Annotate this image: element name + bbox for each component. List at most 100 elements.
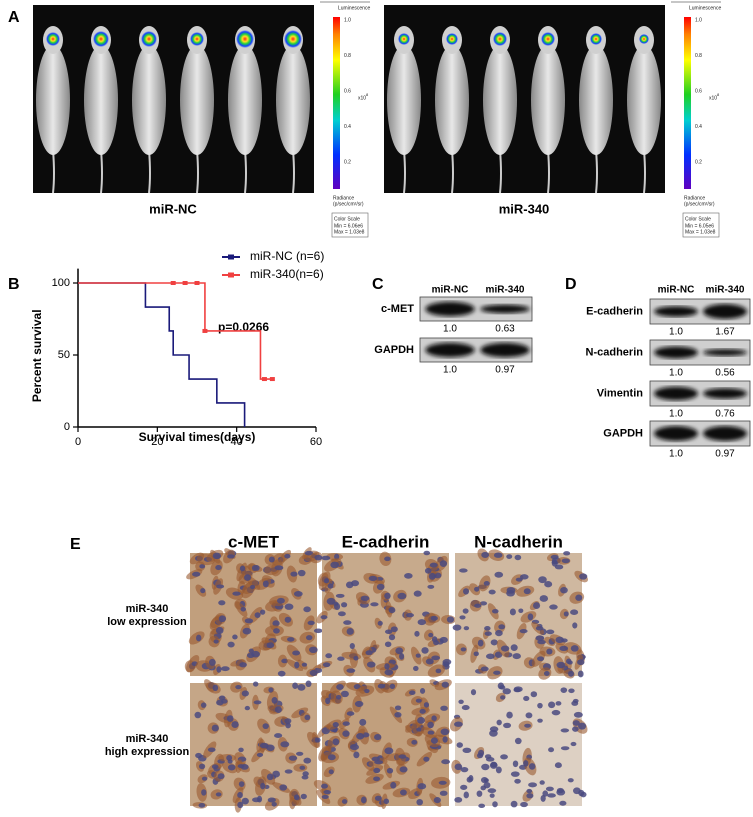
- nucleus: [199, 564, 206, 569]
- label: x10: [709, 95, 717, 101]
- nucleus: [423, 756, 430, 762]
- nucleus: [510, 644, 518, 651]
- censor-mark: [269, 377, 275, 382]
- blot-band: [480, 304, 530, 314]
- nucleus: [510, 771, 520, 777]
- nucleus: [526, 793, 534, 799]
- nucleus: [353, 655, 359, 661]
- nucleus: [399, 653, 405, 660]
- nucleus: [431, 636, 438, 643]
- tumor-signal: [93, 31, 109, 47]
- nucleus: [566, 658, 572, 664]
- nucleus: [476, 752, 484, 759]
- nucleus: [514, 778, 521, 784]
- nucleus: [559, 645, 569, 652]
- label: 1.0: [443, 365, 457, 376]
- label: 0.6: [344, 88, 351, 94]
- blot-band: [654, 426, 698, 441]
- nucleus: [428, 632, 434, 638]
- label: Max = 1.03e8: [685, 229, 716, 235]
- nucleus: [323, 789, 332, 795]
- label: Radiance: [684, 195, 705, 201]
- label: 0.6: [695, 88, 702, 94]
- blot-band: [480, 342, 530, 358]
- nucleus: [544, 581, 553, 588]
- label: 1.0: [669, 368, 683, 379]
- nucleus: [192, 571, 201, 577]
- label: c-MET: [228, 532, 280, 551]
- label: miR-NC: [149, 201, 197, 216]
- nucleus: [430, 737, 438, 744]
- nucleus: [474, 586, 480, 592]
- nucleus: [334, 553, 340, 560]
- nucleus: [342, 721, 350, 726]
- label: E: [70, 536, 81, 553]
- nucleus: [308, 646, 318, 654]
- nucleus: [271, 801, 277, 807]
- nucleus: [302, 771, 309, 777]
- nucleus: [496, 719, 502, 726]
- nucleus: [349, 743, 359, 751]
- nucleus: [489, 761, 498, 769]
- label: 0.2: [344, 159, 351, 165]
- nucleus: [548, 701, 556, 709]
- nucleus: [365, 650, 373, 656]
- nucleus: [497, 682, 505, 690]
- nucleus: [539, 595, 549, 602]
- nucleus: [484, 631, 492, 636]
- label: 0.97: [495, 365, 515, 376]
- nucleus: [570, 741, 577, 747]
- nucleus: [288, 755, 298, 761]
- nucleus: [303, 757, 312, 764]
- nucleus: [272, 620, 280, 627]
- nucleus: [560, 746, 570, 751]
- nucleus: [567, 778, 574, 783]
- label: 8: [366, 92, 369, 97]
- nucleus: [462, 747, 472, 753]
- nucleus: [330, 561, 340, 569]
- nucleus: [570, 609, 579, 615]
- nucleus: [483, 580, 490, 586]
- nucleus: [454, 797, 463, 803]
- nucleus: [399, 766, 408, 773]
- nucleus: [571, 700, 579, 706]
- nucleus: [537, 702, 543, 709]
- nucleus: [215, 627, 224, 634]
- nucleus: [321, 794, 329, 799]
- nucleus: [373, 776, 381, 782]
- nucleus: [446, 616, 455, 623]
- nucleus: [440, 705, 448, 711]
- bioluminescence-image: [384, 5, 665, 193]
- nucleus: [384, 592, 391, 600]
- nucleus: [568, 688, 575, 694]
- blot-band: [425, 301, 475, 317]
- label: high expression: [105, 746, 190, 758]
- nucleus: [201, 789, 207, 796]
- label: 0.63: [495, 324, 515, 335]
- nucleus: [274, 565, 284, 571]
- nucleus: [244, 618, 254, 624]
- nucleus: [290, 571, 298, 577]
- nucleus: [284, 718, 292, 724]
- nucleus: [303, 606, 311, 613]
- nucleus: [294, 794, 300, 801]
- nucleus: [244, 705, 251, 711]
- nucleus: [244, 574, 252, 581]
- nucleus: [218, 695, 226, 701]
- nucleus: [240, 606, 247, 612]
- nucleus: [540, 794, 546, 802]
- nucleus: [454, 763, 463, 771]
- nucleus: [489, 793, 495, 798]
- nucleus: [292, 682, 298, 689]
- nucleus: [560, 728, 570, 733]
- label: N-cadherin: [474, 532, 563, 551]
- nucleus: [238, 781, 245, 787]
- nucleus: [463, 791, 469, 799]
- nucleus: [554, 762, 562, 769]
- nucleus: [398, 754, 407, 759]
- mouse-tail: [52, 149, 55, 194]
- nucleus: [494, 571, 504, 578]
- label: 0.56: [715, 368, 735, 379]
- nucleus: [341, 602, 348, 608]
